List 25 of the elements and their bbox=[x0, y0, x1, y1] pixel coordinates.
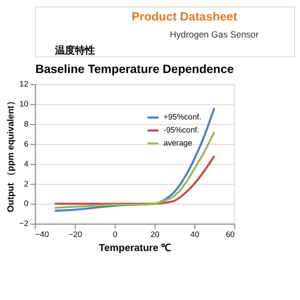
legend-label: average bbox=[163, 138, 193, 148]
text: Hydrogen Gas Sensor bbox=[170, 29, 259, 40]
y-tick-label: 2 bbox=[24, 179, 29, 188]
y-tick-label: 12 bbox=[20, 80, 29, 89]
x-tick-label: 0 bbox=[112, 230, 118, 240]
y-tick-label: −2 bbox=[19, 219, 29, 228]
x-tick-label: −40 bbox=[35, 230, 50, 240]
x-tick-label: 20 bbox=[150, 230, 160, 240]
x-tick-label: 40 bbox=[190, 230, 200, 240]
y-axis-title: Output （ppm equivalent） bbox=[5, 96, 16, 212]
chart-title: Baseline Temperature Dependence bbox=[35, 62, 234, 76]
y-tick-label: 6 bbox=[24, 139, 29, 148]
y-tick-label: 10 bbox=[20, 100, 29, 109]
x-tick-label: −20 bbox=[68, 230, 83, 240]
y-tick-label: 8 bbox=[24, 120, 29, 129]
y-tick-label: 4 bbox=[24, 159, 29, 168]
line-series bbox=[54, 107, 216, 212]
legend-label: -95%conf. bbox=[163, 125, 200, 134]
legend-label: +95%conf. bbox=[163, 112, 202, 122]
y-tick-label: 0 bbox=[24, 199, 29, 208]
text: Product Datasheet bbox=[132, 9, 238, 24]
x-tick-label: 60 bbox=[226, 230, 236, 240]
line-series bbox=[54, 154, 216, 205]
x-axis-title: Temperature ℃ bbox=[98, 243, 172, 254]
text: 温度特性 bbox=[54, 44, 95, 56]
